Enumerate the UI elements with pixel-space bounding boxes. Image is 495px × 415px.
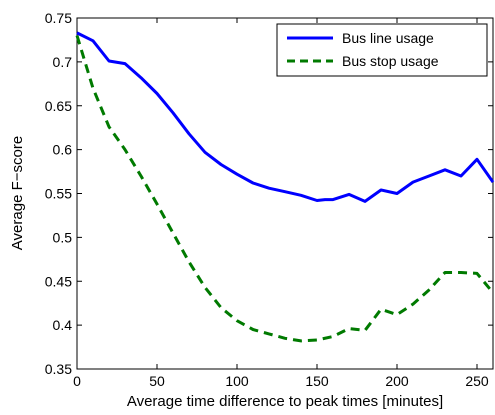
x-axis-ticks: 0 50 100 150 200 250 xyxy=(73,18,489,389)
x-tick-label: 100 xyxy=(225,373,249,389)
series-line-bus-stop-usage xyxy=(75,35,495,343)
y-axis-label: Average F−score xyxy=(9,136,26,250)
x-tick-label: 0 xyxy=(73,373,81,389)
y-tick-label: 0.5 xyxy=(53,229,73,245)
y-axis-ticks: 0.35 0.4 0.45 0.5 0.55 0.6 0.65 0.7 0.75 xyxy=(45,10,493,377)
y-tick-label: 0.55 xyxy=(45,186,72,202)
y-tick-label: 0.45 xyxy=(45,273,72,289)
legend-box xyxy=(276,23,488,77)
y-tick-label: 0.7 xyxy=(53,54,73,70)
x-tick-label: 150 xyxy=(305,373,329,389)
legend: Bus line usage Bus stop usage xyxy=(276,23,488,77)
x-tick-label: 250 xyxy=(465,373,489,389)
x-axis-label: Average time difference to peak times [m… xyxy=(127,393,443,410)
x-tick-label: 50 xyxy=(149,373,165,389)
x-tick-label: 200 xyxy=(385,373,409,389)
series-line-bus-line-usage xyxy=(76,31,495,203)
legend-label-bus-line: Bus line usage xyxy=(342,30,434,46)
y-tick-label: 0.35 xyxy=(45,361,72,377)
y-tick-label: 0.75 xyxy=(45,10,72,26)
y-tick-label: 0.65 xyxy=(45,98,72,114)
y-tick-label: 0.4 xyxy=(53,317,73,333)
legend-label-bus-stop: Bus stop usage xyxy=(342,53,439,69)
y-tick-label: 0.6 xyxy=(53,142,73,158)
series-layer xyxy=(75,31,495,343)
